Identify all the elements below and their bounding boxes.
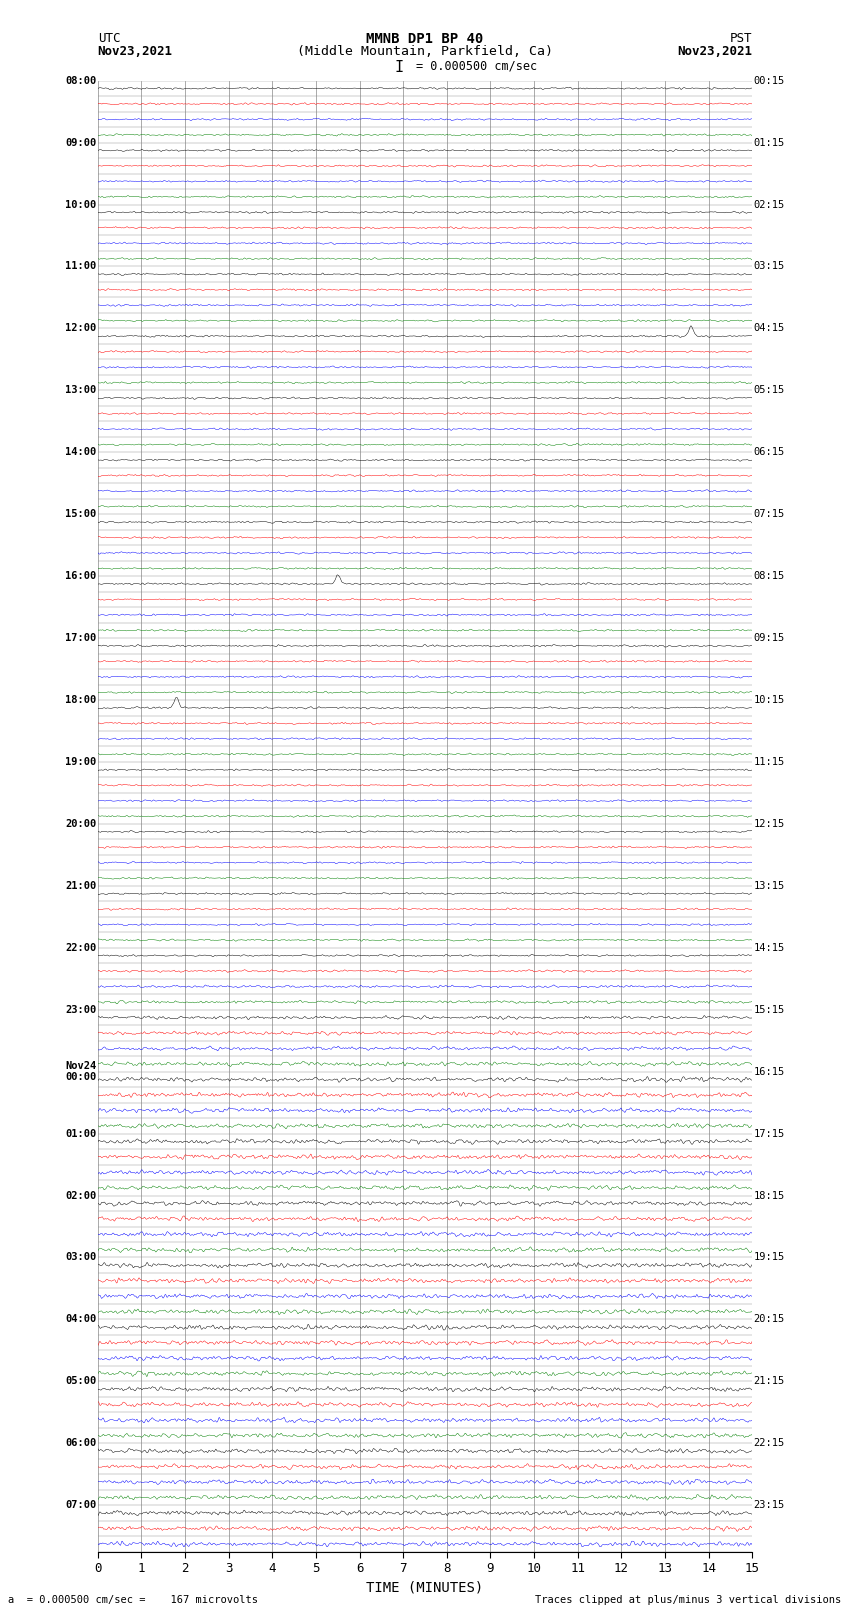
Text: 12:15: 12:15 [754, 819, 785, 829]
Text: 19:15: 19:15 [754, 1253, 785, 1263]
Text: 21:00: 21:00 [65, 881, 96, 890]
Text: 06:00: 06:00 [65, 1439, 96, 1448]
Text: 14:15: 14:15 [754, 944, 785, 953]
Text: 11:15: 11:15 [754, 756, 785, 766]
Text: a  = 0.000500 cm/sec =    167 microvolts: a = 0.000500 cm/sec = 167 microvolts [8, 1595, 258, 1605]
Text: 02:15: 02:15 [754, 200, 785, 210]
Text: 18:00: 18:00 [65, 695, 96, 705]
Text: Nov24
00:00: Nov24 00:00 [65, 1061, 96, 1082]
Text: 08:15: 08:15 [754, 571, 785, 581]
Text: 11:00: 11:00 [65, 261, 96, 271]
Text: 22:00: 22:00 [65, 944, 96, 953]
Text: = 0.000500 cm/sec: = 0.000500 cm/sec [416, 60, 537, 73]
Text: 20:00: 20:00 [65, 819, 96, 829]
Text: 09:00: 09:00 [65, 137, 96, 147]
Text: 18:15: 18:15 [754, 1190, 785, 1200]
Text: 03:00: 03:00 [65, 1253, 96, 1263]
Text: 04:15: 04:15 [754, 324, 785, 334]
Text: 17:00: 17:00 [65, 634, 96, 644]
Text: 12:00: 12:00 [65, 324, 96, 334]
Text: 15:15: 15:15 [754, 1005, 785, 1015]
Text: 21:15: 21:15 [754, 1376, 785, 1386]
Text: Nov23,2021: Nov23,2021 [677, 45, 752, 58]
Text: UTC: UTC [98, 32, 120, 45]
Text: MMNB DP1 BP 40: MMNB DP1 BP 40 [366, 32, 484, 47]
Text: 01:00: 01:00 [65, 1129, 96, 1139]
Text: 04:00: 04:00 [65, 1315, 96, 1324]
Text: 22:15: 22:15 [754, 1439, 785, 1448]
Text: 23:00: 23:00 [65, 1005, 96, 1015]
Text: 07:00: 07:00 [65, 1500, 96, 1510]
Text: 07:15: 07:15 [754, 510, 785, 519]
Text: (Middle Mountain, Parkfield, Ca): (Middle Mountain, Parkfield, Ca) [297, 45, 553, 58]
Text: PST: PST [730, 32, 752, 45]
Text: 02:00: 02:00 [65, 1190, 96, 1200]
Text: 17:15: 17:15 [754, 1129, 785, 1139]
Text: Traces clipped at plus/minus 3 vertical divisions: Traces clipped at plus/minus 3 vertical … [536, 1595, 842, 1605]
Text: 08:00: 08:00 [65, 76, 96, 85]
Text: 14:00: 14:00 [65, 447, 96, 456]
Text: Nov23,2021: Nov23,2021 [98, 45, 173, 58]
Text: I: I [395, 60, 404, 74]
X-axis label: TIME (MINUTES): TIME (MINUTES) [366, 1581, 484, 1595]
Text: 16:00: 16:00 [65, 571, 96, 581]
Text: 05:15: 05:15 [754, 386, 785, 395]
Text: 13:00: 13:00 [65, 386, 96, 395]
Text: 00:15: 00:15 [754, 76, 785, 85]
Text: 10:15: 10:15 [754, 695, 785, 705]
Text: 03:15: 03:15 [754, 261, 785, 271]
Text: 15:00: 15:00 [65, 510, 96, 519]
Text: 09:15: 09:15 [754, 634, 785, 644]
Text: 05:00: 05:00 [65, 1376, 96, 1386]
Text: 01:15: 01:15 [754, 137, 785, 147]
Text: 19:00: 19:00 [65, 756, 96, 766]
Text: 16:15: 16:15 [754, 1066, 785, 1076]
Text: 10:00: 10:00 [65, 200, 96, 210]
Text: 06:15: 06:15 [754, 447, 785, 456]
Text: 23:15: 23:15 [754, 1500, 785, 1510]
Text: 20:15: 20:15 [754, 1315, 785, 1324]
Text: 13:15: 13:15 [754, 881, 785, 890]
